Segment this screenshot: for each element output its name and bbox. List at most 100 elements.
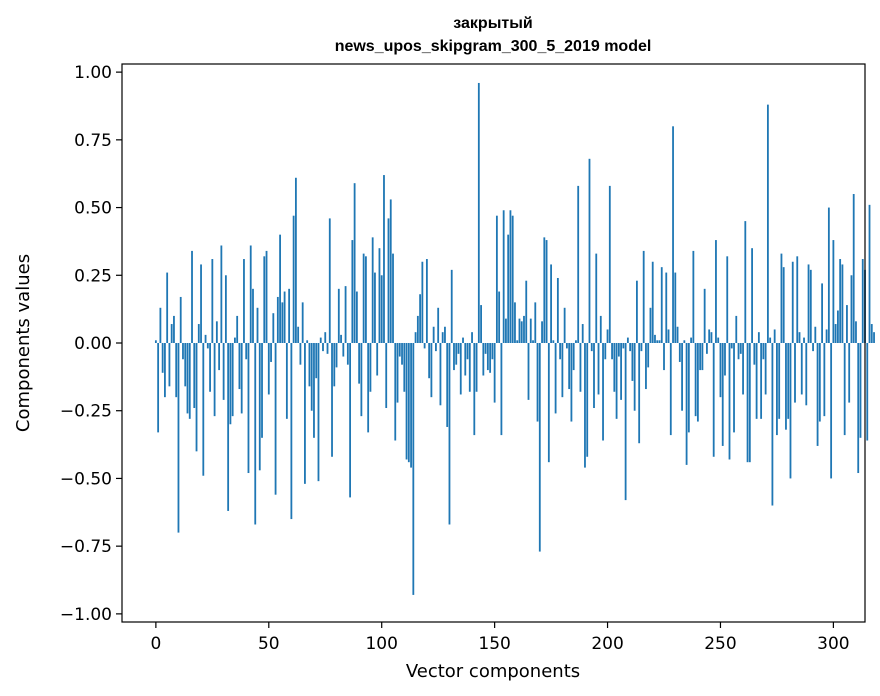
bar — [276, 296, 279, 343]
y-axis-ticks: −1.00 −0.75 −0.50 −0.25 0.00 0.25 0.50 0.75 1.00 — [60, 63, 122, 625]
bar — [385, 343, 388, 409]
bar — [678, 343, 681, 362]
bar — [647, 343, 650, 368]
bar — [480, 305, 482, 343]
bar — [753, 343, 756, 365]
bar — [184, 343, 187, 387]
bar — [710, 332, 713, 343]
bar — [224, 275, 227, 343]
bar — [290, 343, 293, 520]
x-tick-label: 200 — [591, 634, 623, 654]
bar — [421, 261, 424, 343]
bar — [376, 343, 379, 376]
bar — [782, 267, 785, 343]
bar — [272, 313, 275, 343]
bar — [724, 343, 726, 376]
bar — [556, 277, 559, 343]
bar — [344, 286, 347, 343]
bar — [342, 343, 345, 357]
bar — [615, 343, 618, 419]
bar — [832, 240, 835, 343]
bar — [762, 343, 765, 360]
bar — [236, 315, 239, 343]
bar — [464, 343, 467, 376]
bar — [313, 343, 315, 438]
bar — [337, 288, 340, 343]
bar — [509, 210, 512, 343]
bar — [581, 324, 584, 343]
bar — [173, 315, 175, 343]
bar — [787, 343, 790, 419]
y-tick-label: 1.00 — [74, 63, 112, 83]
bar — [419, 294, 422, 343]
bar — [288, 288, 291, 343]
bar — [195, 343, 198, 452]
bar — [778, 343, 781, 419]
bar — [450, 269, 453, 343]
bar — [622, 343, 625, 349]
bar — [744, 221, 747, 343]
bars-group — [154, 82, 875, 595]
x-tick-label: 300 — [817, 634, 849, 654]
bar — [398, 343, 401, 357]
bar — [848, 343, 851, 403]
bar — [805, 343, 808, 406]
bar — [500, 343, 503, 436]
bar — [766, 104, 769, 343]
bar — [547, 343, 550, 463]
bar — [812, 343, 814, 352]
bar — [229, 343, 232, 425]
bar — [739, 343, 742, 354]
bar — [593, 343, 595, 409]
bar — [606, 329, 609, 343]
bar — [830, 343, 833, 479]
bar — [796, 256, 799, 343]
bar — [328, 218, 331, 343]
bar — [850, 275, 853, 343]
bar — [383, 175, 385, 343]
bar — [351, 240, 354, 343]
bar — [432, 326, 435, 343]
bar — [773, 329, 776, 343]
bar — [821, 283, 823, 343]
bar — [800, 343, 803, 395]
bar — [613, 343, 616, 392]
y-tick-label: −0.25 — [60, 402, 112, 422]
bar — [159, 307, 162, 343]
bar — [491, 343, 494, 360]
y-tick-label: 0.00 — [74, 334, 112, 354]
y-tick-label: 0.75 — [74, 131, 112, 151]
bar — [538, 343, 541, 552]
bar — [473, 343, 476, 436]
bar — [751, 248, 753, 343]
bar — [626, 337, 629, 343]
bar — [200, 264, 202, 343]
bar — [780, 253, 783, 343]
bar — [543, 237, 546, 343]
bar — [692, 250, 695, 343]
bar — [193, 343, 196, 409]
y-axis-label: Components values — [13, 254, 34, 432]
bar — [331, 343, 333, 457]
bar — [468, 343, 471, 392]
bar — [489, 343, 492, 373]
bar — [816, 343, 819, 446]
y-tick-label: 0.50 — [74, 199, 112, 219]
bar — [428, 343, 431, 379]
bar — [852, 194, 855, 343]
bar — [285, 343, 288, 419]
chart-title-line1: закрытый — [453, 15, 532, 32]
bar — [392, 253, 394, 343]
bar — [719, 343, 722, 398]
bar — [446, 343, 449, 427]
bar — [676, 326, 679, 343]
bar — [493, 343, 496, 403]
bar — [412, 343, 415, 595]
bar — [245, 343, 248, 360]
bar — [484, 343, 487, 354]
bar — [238, 343, 241, 390]
bar — [823, 343, 826, 417]
bar — [771, 343, 774, 506]
bar — [161, 343, 164, 373]
x-tick-label: 250 — [704, 634, 736, 654]
